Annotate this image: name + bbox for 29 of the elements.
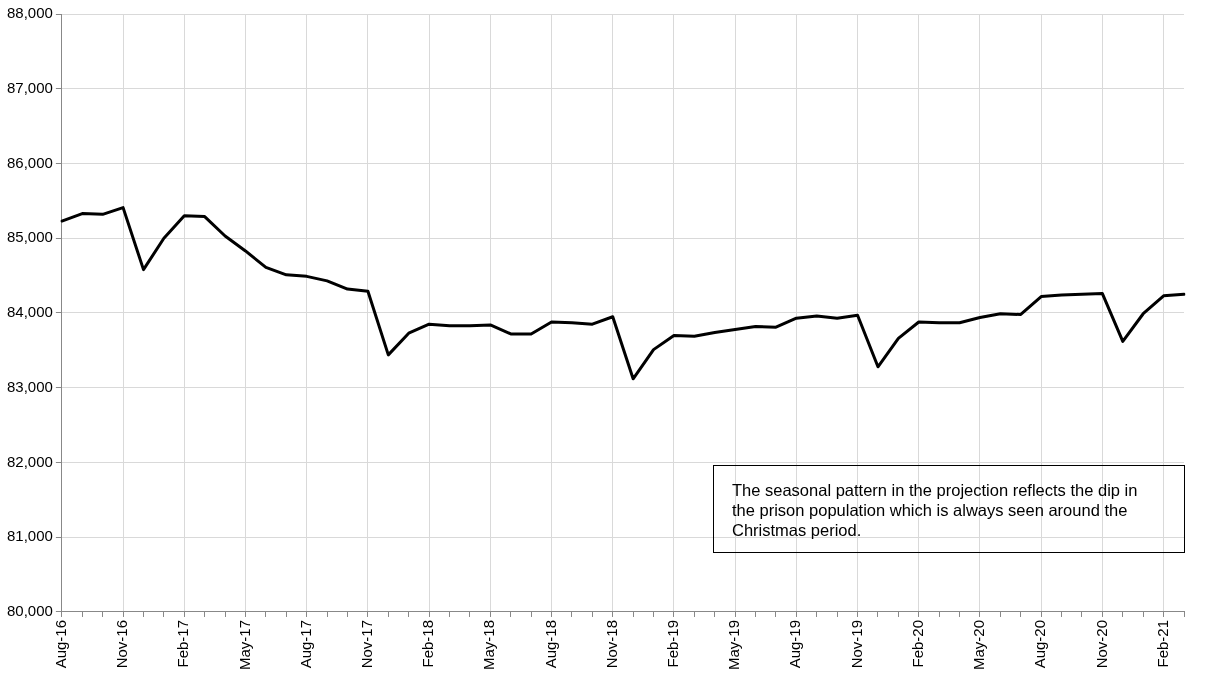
x-tick-label: Feb-19 bbox=[664, 619, 682, 668]
x-tick-label: Aug-18 bbox=[541, 619, 559, 669]
x-tick-label: May-20 bbox=[970, 619, 988, 671]
x-tick-label: May-19 bbox=[725, 619, 743, 671]
x-tick-label: Nov-17 bbox=[358, 619, 376, 669]
x-tick-label: Aug-17 bbox=[296, 619, 314, 669]
x-tick-label: Feb-21 bbox=[1153, 619, 1171, 668]
y-tick-label: 83,000 bbox=[6, 377, 53, 395]
x-tick-label: Nov-18 bbox=[602, 619, 620, 669]
x-tick-label: Aug-20 bbox=[1031, 619, 1049, 669]
y-tick-label: 87,000 bbox=[6, 78, 53, 96]
x-tick-label: Nov-19 bbox=[847, 619, 865, 669]
x-tick-label: May-18 bbox=[480, 619, 498, 671]
x-tick-label: Feb-18 bbox=[419, 619, 437, 668]
y-tick-label: 85,000 bbox=[6, 228, 53, 246]
y-tick-label: 88,000 bbox=[6, 4, 53, 22]
y-tick-label: 86,000 bbox=[6, 153, 53, 171]
x-tick-label: Feb-17 bbox=[174, 619, 192, 668]
note-box: The seasonal pattern in the projection reflects the dip in the prison population which is always seen around the Christmas period. bbox=[713, 465, 1185, 553]
y-tick-label: 80,000 bbox=[6, 602, 53, 620]
x-tick-label: Aug-16 bbox=[52, 619, 70, 669]
y-tick-label: 84,000 bbox=[6, 303, 53, 321]
x-tick-label: Aug-19 bbox=[786, 619, 804, 669]
x-tick-label: Nov-20 bbox=[1092, 619, 1110, 669]
y-tick-label: 81,000 bbox=[6, 527, 53, 545]
y-tick-label: 82,000 bbox=[6, 452, 53, 470]
x-tick-label: Nov-16 bbox=[113, 619, 131, 669]
x-tick-label: Feb-20 bbox=[908, 619, 926, 668]
x-tick-label: May-17 bbox=[235, 619, 253, 671]
